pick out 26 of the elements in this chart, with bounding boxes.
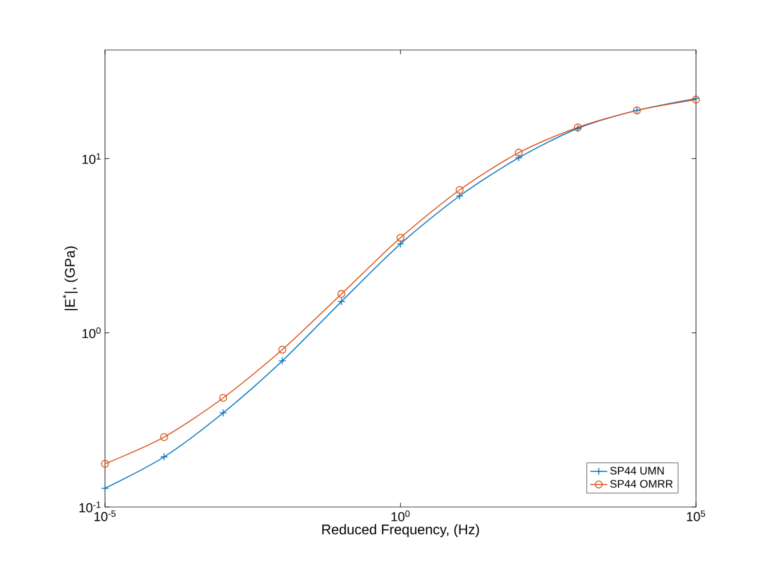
x-tick-label: 10$^{5}$ [687,510,706,522]
point [396,240,404,248]
point [337,290,346,298]
y-tick-label: 10$^{1}$ [82,153,101,164]
point [101,484,109,492]
x-tick-label: 10$^{-5}$ [94,510,116,522]
point [278,356,286,365]
point [514,148,523,157]
y-axis-title: |E$^{*}$|, (GPa) [62,246,78,310]
point [160,433,168,441]
point [219,394,228,402]
point [101,460,109,468]
point [278,346,286,354]
legend-label: SP44 UMN [610,466,664,475]
y-tick-label: 10$^{-1}$ [80,502,101,512]
point [396,234,404,242]
x-axis-title: Reduced Frequency, (Hz) [322,524,479,538]
point [160,452,168,461]
y-tick-label: 10$^{0}$ [82,327,101,338]
point [514,154,523,162]
point [456,192,464,200]
legend-label: SP44 OMRR [610,480,673,488]
point [219,408,228,417]
point [337,298,346,306]
x-tick-label: 10$^{0}$ [392,510,410,522]
point [456,186,464,194]
